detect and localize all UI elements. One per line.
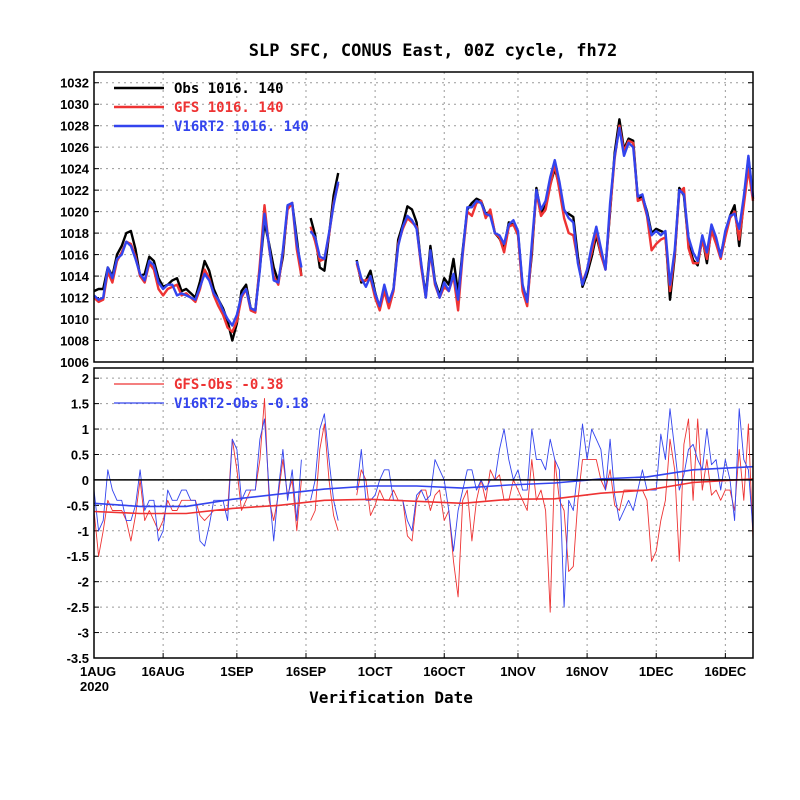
- x-tick-label: 1OCT: [358, 664, 393, 679]
- x-tick-label: 1DEC: [639, 664, 674, 679]
- legend-v16rt2-obs-label: V16RT2-Obs -0.18: [174, 396, 309, 412]
- gfs-line: [93, 124, 755, 334]
- diff-y-tick-label: -1.5: [67, 549, 89, 564]
- diff-y-tick-label: -2: [77, 575, 89, 590]
- gfs-obs-running-mean-line: [93, 478, 754, 515]
- slp-y-tick-label: 1030: [60, 97, 89, 112]
- diff-y-tick-label: -0.5: [67, 498, 89, 513]
- x-tick-label: 1SEP: [220, 664, 254, 679]
- slp-y-tick-label: 1020: [60, 205, 89, 220]
- slp-panel: 1006 1008 1010 1012 1014 1016 1018 1020 1022 1024…: [60, 71, 755, 370]
- slp-series: [93, 118, 755, 342]
- x-tick-label: 16OCT: [423, 664, 465, 679]
- legend-v16rt2-label: V16RT2 1016. 140: [174, 119, 309, 135]
- slp-plot-frame: [93, 71, 754, 363]
- diff-y-tick-label: -2.5: [67, 600, 89, 615]
- difference-legend: GFS-Obs -0.38 V16RT2-Obs -0.18: [114, 377, 309, 412]
- slp-y-tick-label: 1012: [60, 291, 89, 306]
- slp-y-tick-label: 1014: [60, 269, 90, 284]
- difference-panel: -3.5 -3 -2.5 -2 -1.5 -1 -0.5 0 0.5 1 1.5 2 GFS-Obs …: [67, 367, 754, 694]
- x-axis-label: Verification Date: [309, 688, 473, 707]
- difference-series: [93, 398, 754, 613]
- diff-y-tick-label: -3: [77, 626, 89, 641]
- slp-y-tick-label: 1028: [60, 119, 89, 134]
- slp-legend: Obs 1016. 140 GFS 1016. 140 V16RT2 1016. 1…: [114, 81, 309, 135]
- x-tick-label: 16DEC: [704, 664, 747, 679]
- v16rt2-line: [93, 126, 755, 327]
- slp-y-tick-label: 1008: [60, 334, 89, 349]
- slp-y-tick-label: 1032: [60, 76, 89, 91]
- diff-y-tick-label: 0: [82, 473, 89, 488]
- diff-y-tick-label: 1: [82, 422, 89, 437]
- difference-plot-frame: [93, 367, 754, 659]
- x-tick-year-label: 2020: [80, 679, 109, 694]
- diff-y-tick-label: -3.5: [67, 651, 89, 666]
- v16rt2-obs-line: [93, 408, 754, 608]
- diff-y-tick-label: 2: [82, 371, 89, 386]
- slp-y-tick-label: 1010: [60, 312, 89, 327]
- difference-y-axis: -3.5 -3 -2.5 -2 -1.5 -1 -0.5 0 0.5 1 1.5 2: [67, 371, 753, 666]
- slp-y-tick-label: 1018: [60, 226, 89, 241]
- x-tick-label: 16AUG: [141, 664, 184, 679]
- slp-y-tick-label: 1006: [60, 355, 89, 370]
- legend-gfs-obs-label: GFS-Obs -0.38: [174, 377, 284, 393]
- slp-y-tick-label: 1026: [60, 140, 89, 155]
- chart-title: SLP SFC, CONUS East, 00Z cycle, fh72: [249, 41, 617, 61]
- diff-y-tick-label: 1.5: [71, 397, 89, 412]
- slp-y-axis: 1006 1008 1010 1012 1014 1016 1018 1020 1022 1024…: [60, 76, 753, 370]
- legend-gfs-label: GFS 1016. 140: [174, 100, 284, 116]
- obs-line: [93, 118, 755, 342]
- diff-y-tick-label: -1: [77, 524, 89, 539]
- x-tick-label: 16NOV: [566, 664, 609, 679]
- legend-obs-label: Obs 1016. 140: [174, 81, 284, 97]
- x-tick-label: 1NOV: [500, 664, 536, 679]
- x-tick-label: 1AUG: [80, 664, 116, 679]
- v16rt2-obs-running-mean-line: [93, 465, 754, 508]
- diff-y-tick-label: 0.5: [71, 447, 89, 462]
- slp-y-tick-label: 1022: [60, 183, 89, 198]
- x-tick-label: 16SEP: [286, 664, 327, 679]
- slp-y-tick-label: 1024: [60, 162, 90, 177]
- slp-y-tick-label: 1016: [60, 248, 89, 263]
